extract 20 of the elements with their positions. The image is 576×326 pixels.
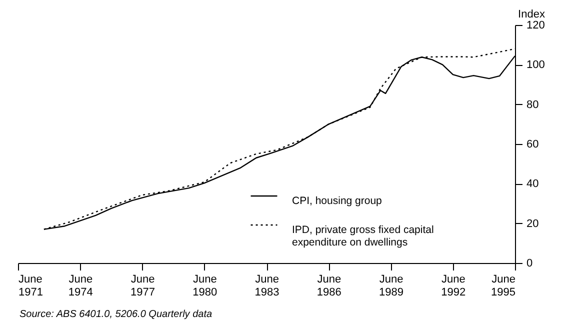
- x-tick-label: June 1983: [254, 274, 280, 298]
- x-tick-label: June 1974: [68, 274, 93, 298]
- y-tick-label: 80: [526, 98, 539, 111]
- y-tick-label: 0: [526, 258, 533, 270]
- y-tick-label: 60: [526, 138, 539, 150]
- y-axis-title: Index: [518, 8, 546, 20]
- y-tick-label: 40: [526, 178, 539, 190]
- legend-label: IPD, private gross fixed capital expenditure on dwellings: [292, 224, 434, 248]
- y-tick-label: 20: [526, 218, 539, 230]
- x-tick-label: June 1971: [18, 274, 43, 298]
- x-tick-label: June 1992: [441, 274, 466, 298]
- x-tick-label: June 1995: [491, 274, 516, 298]
- x-tick-label: June 1989: [379, 274, 404, 298]
- x-tick-label: June 1980: [192, 274, 218, 298]
- y-tick-label: 120: [526, 20, 545, 32]
- legend-label: CPI, housing group: [292, 195, 382, 207]
- y-tick-label: 100: [526, 59, 545, 72]
- x-tick-label: June 1986: [316, 274, 342, 298]
- x-tick-label: June 1977: [130, 274, 156, 298]
- source-note: Source: ABS 6401.0, 5206.0 Quarterly data: [20, 309, 212, 320]
